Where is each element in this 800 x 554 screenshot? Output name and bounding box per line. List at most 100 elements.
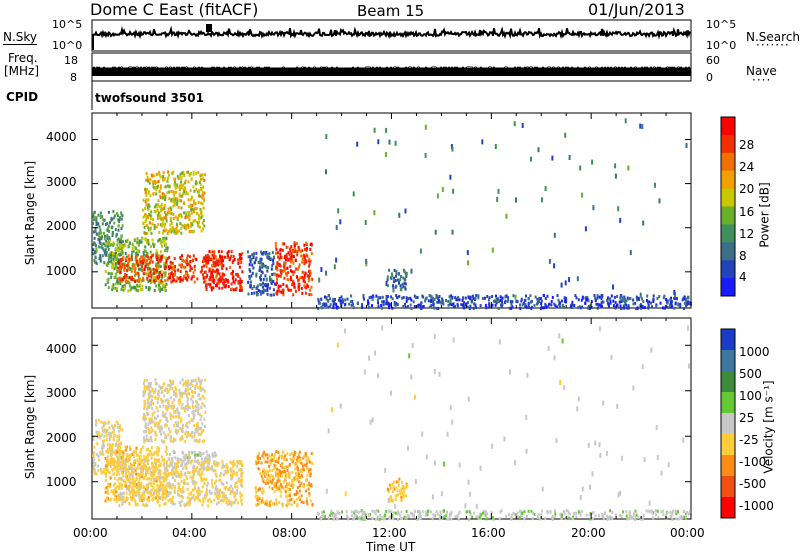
power-cell xyxy=(424,152,427,158)
power-cell xyxy=(674,301,677,305)
power-cell xyxy=(600,301,603,305)
power-cell xyxy=(172,265,175,269)
power-cell xyxy=(339,219,342,225)
power-cell xyxy=(309,247,312,251)
power-cell xyxy=(174,185,177,189)
power-cell xyxy=(587,306,589,310)
velocity-cell xyxy=(187,458,190,462)
velocity-cell xyxy=(184,406,187,410)
power-cell xyxy=(104,222,107,226)
velocity-cell xyxy=(273,459,276,463)
power-cell xyxy=(121,214,124,218)
power-cell xyxy=(159,265,162,268)
velocity-cell xyxy=(125,487,128,491)
power-cell xyxy=(308,259,310,263)
velocity-cell xyxy=(132,480,135,484)
velocity-cell xyxy=(164,435,167,439)
power-cell xyxy=(146,276,149,280)
velocity-cell xyxy=(125,445,128,449)
velocity-cell xyxy=(352,516,355,520)
velocity-cell xyxy=(179,457,182,461)
velocity-cell xyxy=(155,476,158,480)
velocity-cell xyxy=(93,469,96,473)
velocity-cell xyxy=(152,391,155,395)
power-cell xyxy=(320,305,323,309)
velocity-cell xyxy=(209,491,212,495)
velocity-cell xyxy=(149,493,152,497)
velocity-cell xyxy=(136,458,139,462)
velocity-cell xyxy=(106,449,109,453)
velocity-cell xyxy=(158,459,161,463)
velocity-cell xyxy=(661,509,664,513)
velocity-cell xyxy=(196,453,199,457)
power-cell xyxy=(131,258,134,262)
power-cell xyxy=(99,228,102,232)
power-cell xyxy=(131,242,134,246)
power-cell xyxy=(146,252,149,256)
power-cell xyxy=(170,219,173,222)
power-cell xyxy=(497,300,500,304)
velocity-cell xyxy=(671,517,674,521)
power-cell xyxy=(422,305,425,308)
power-cell xyxy=(253,285,256,289)
velocity-cell xyxy=(139,451,142,454)
velocity-cell xyxy=(139,466,142,470)
power-cell xyxy=(452,188,455,194)
power-cell xyxy=(350,303,353,307)
velocity-cell xyxy=(186,399,189,403)
power-cell xyxy=(270,267,273,271)
velocity-cell xyxy=(159,485,161,489)
velocity-cell xyxy=(171,401,174,405)
power-cell xyxy=(168,272,170,276)
velocity-cell xyxy=(171,465,174,469)
velocity-cell xyxy=(177,489,179,493)
nave-label: Nave xyxy=(746,64,777,78)
power-cell xyxy=(128,241,131,245)
power-cell xyxy=(392,289,395,293)
power-cell xyxy=(109,255,112,259)
velocity-cell xyxy=(108,426,111,430)
velocity-cell xyxy=(194,404,197,408)
power-cell xyxy=(193,201,196,205)
power-cell xyxy=(430,304,433,308)
power-cell xyxy=(194,206,197,210)
power-cell xyxy=(95,223,98,227)
power-cell xyxy=(424,297,427,301)
velocity-cell xyxy=(263,474,266,478)
velocity-cell xyxy=(654,509,657,513)
velocity-cell xyxy=(95,430,98,434)
nsky-tick-bottom: 10^0 xyxy=(52,39,83,52)
power-cell xyxy=(145,198,148,202)
velocity-cell xyxy=(164,471,167,475)
power-cell xyxy=(165,244,167,248)
power-cell xyxy=(148,261,151,265)
power-cell xyxy=(197,170,200,174)
power-cell xyxy=(254,258,257,262)
power-cell xyxy=(544,186,547,192)
velocity-cell xyxy=(103,429,106,433)
velocity-cell xyxy=(116,478,119,482)
velocity-cell xyxy=(155,449,158,453)
power-cell xyxy=(642,220,645,226)
power-cell xyxy=(656,297,659,300)
power-cell xyxy=(149,270,152,274)
power-cell xyxy=(103,231,105,235)
velocity-cell xyxy=(147,382,150,386)
velocity-cell xyxy=(124,480,127,484)
power-cell xyxy=(511,305,514,309)
velocity-cell xyxy=(308,492,311,495)
power-cell xyxy=(240,256,243,260)
power-cell xyxy=(673,306,676,310)
power-cell xyxy=(241,251,244,255)
power-cell xyxy=(98,231,101,235)
power-cell xyxy=(137,249,140,252)
velocity-cell xyxy=(96,453,99,457)
power-cell xyxy=(191,204,194,207)
velocity-cell xyxy=(117,459,120,463)
velocity-cell xyxy=(185,477,188,481)
power-cell xyxy=(172,217,175,220)
velocity-cell xyxy=(551,517,554,521)
power-cell xyxy=(306,283,309,287)
velocity-cell xyxy=(307,487,310,491)
velocity-cell xyxy=(203,496,206,500)
